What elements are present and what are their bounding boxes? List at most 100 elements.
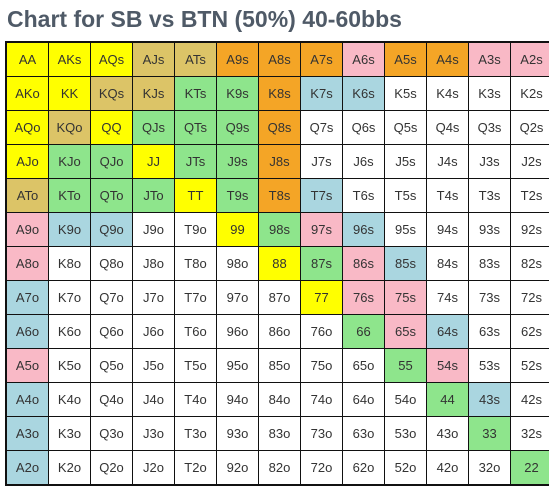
hand-cell-q7o[interactable]: Q7o	[91, 281, 132, 314]
hand-cell-t8o[interactable]: T8o	[175, 247, 216, 280]
hand-cell-74s[interactable]: 74s	[427, 281, 468, 314]
hand-cell-83s[interactable]: 83s	[469, 247, 510, 280]
hand-cell-65s[interactable]: 65s	[385, 315, 426, 348]
hand-cell-kto[interactable]: KTo	[49, 179, 90, 212]
hand-cell-a6o[interactable]: A6o	[7, 315, 48, 348]
hand-cell-q5o[interactable]: Q5o	[91, 349, 132, 382]
hand-cell-a3s[interactable]: A3s	[469, 43, 510, 76]
hand-cell-84s[interactable]: 84s	[427, 247, 468, 280]
hand-cell-75o[interactable]: 75o	[301, 349, 342, 382]
hand-cell-87o[interactable]: 87o	[259, 281, 300, 314]
hand-cell-a8o[interactable]: A8o	[7, 247, 48, 280]
hand-cell-t6o[interactable]: T6o	[175, 315, 216, 348]
hand-cell-53s[interactable]: 53s	[469, 349, 510, 382]
hand-cell-j2o[interactable]: J2o	[133, 451, 174, 484]
hand-cell-j8o[interactable]: J8o	[133, 247, 174, 280]
hand-cell-62o[interactable]: 62o	[343, 451, 384, 484]
hand-cell-k4o[interactable]: K4o	[49, 383, 90, 416]
hand-cell-j7s[interactable]: J7s	[301, 145, 342, 178]
hand-cell-t5o[interactable]: T5o	[175, 349, 216, 382]
hand-cell-77[interactable]: 77	[301, 281, 342, 314]
hand-cell-64s[interactable]: 64s	[427, 315, 468, 348]
hand-cell-k7s[interactable]: K7s	[301, 77, 342, 110]
hand-cell-k7o[interactable]: K7o	[49, 281, 90, 314]
hand-cell-qjo[interactable]: QJo	[91, 145, 132, 178]
hand-cell-ako[interactable]: AKo	[7, 77, 48, 110]
hand-cell-99[interactable]: 99	[217, 213, 258, 246]
hand-cell-q8o[interactable]: Q8o	[91, 247, 132, 280]
hand-cell-65o[interactable]: 65o	[343, 349, 384, 382]
hand-cell-43o[interactable]: 43o	[427, 417, 468, 450]
hand-cell-a4o[interactable]: A4o	[7, 383, 48, 416]
hand-cell-q3s[interactable]: Q3s	[469, 111, 510, 144]
hand-cell-82s[interactable]: 82s	[511, 247, 549, 280]
hand-cell-64o[interactable]: 64o	[343, 383, 384, 416]
hand-cell-ajs[interactable]: AJs	[133, 43, 174, 76]
hand-cell-88[interactable]: 88	[259, 247, 300, 280]
hand-cell-97s[interactable]: 97s	[301, 213, 342, 246]
hand-cell-q2s[interactable]: Q2s	[511, 111, 549, 144]
hand-cell-q6o[interactable]: Q6o	[91, 315, 132, 348]
hand-cell-43s[interactable]: 43s	[469, 383, 510, 416]
hand-cell-a5s[interactable]: A5s	[385, 43, 426, 76]
hand-cell-95o[interactable]: 95o	[217, 349, 258, 382]
hand-cell-k3s[interactable]: K3s	[469, 77, 510, 110]
hand-cell-52s[interactable]: 52s	[511, 349, 549, 382]
hand-cell-qjs[interactable]: QJs	[133, 111, 174, 144]
hand-cell-jts[interactable]: JTs	[175, 145, 216, 178]
hand-cell-tt[interactable]: TT	[175, 179, 216, 212]
hand-cell-j6o[interactable]: J6o	[133, 315, 174, 348]
hand-cell-ato[interactable]: ATo	[7, 179, 48, 212]
hand-cell-a8s[interactable]: A8s	[259, 43, 300, 76]
hand-cell-a3o[interactable]: A3o	[7, 417, 48, 450]
hand-cell-t4s[interactable]: T4s	[427, 179, 468, 212]
hand-cell-q9o[interactable]: Q9o	[91, 213, 132, 246]
hand-cell-kjo[interactable]: KJo	[49, 145, 90, 178]
hand-cell-j3s[interactable]: J3s	[469, 145, 510, 178]
hand-cell-98o[interactable]: 98o	[217, 247, 258, 280]
hand-cell-t3o[interactable]: T3o	[175, 417, 216, 450]
hand-cell-q4s[interactable]: Q4s	[427, 111, 468, 144]
hand-cell-76o[interactable]: 76o	[301, 315, 342, 348]
hand-cell-q9s[interactable]: Q9s	[217, 111, 258, 144]
hand-cell-75s[interactable]: 75s	[385, 281, 426, 314]
hand-cell-73o[interactable]: 73o	[301, 417, 342, 450]
hand-cell-42s[interactable]: 42s	[511, 383, 549, 416]
hand-cell-j4o[interactable]: J4o	[133, 383, 174, 416]
hand-cell-t4o[interactable]: T4o	[175, 383, 216, 416]
hand-cell-52o[interactable]: 52o	[385, 451, 426, 484]
hand-cell-q4o[interactable]: Q4o	[91, 383, 132, 416]
hand-cell-t7o[interactable]: T7o	[175, 281, 216, 314]
hand-cell-a5o[interactable]: A5o	[7, 349, 48, 382]
hand-cell-t2s[interactable]: T2s	[511, 179, 549, 212]
hand-cell-t6s[interactable]: T6s	[343, 179, 384, 212]
hand-cell-93s[interactable]: 93s	[469, 213, 510, 246]
hand-cell-t9s[interactable]: T9s	[217, 179, 258, 212]
hand-cell-k5s[interactable]: K5s	[385, 77, 426, 110]
hand-cell-84o[interactable]: 84o	[259, 383, 300, 416]
hand-cell-92s[interactable]: 92s	[511, 213, 549, 246]
hand-cell-98s[interactable]: 98s	[259, 213, 300, 246]
hand-cell-54o[interactable]: 54o	[385, 383, 426, 416]
hand-cell-94s[interactable]: 94s	[427, 213, 468, 246]
hand-cell-ats[interactable]: ATs	[175, 43, 216, 76]
hand-cell-73s[interactable]: 73s	[469, 281, 510, 314]
hand-cell-63s[interactable]: 63s	[469, 315, 510, 348]
hand-cell-j3o[interactable]: J3o	[133, 417, 174, 450]
hand-cell-83o[interactable]: 83o	[259, 417, 300, 450]
hand-cell-aa[interactable]: AA	[7, 43, 48, 76]
hand-cell-k2s[interactable]: K2s	[511, 77, 549, 110]
hand-cell-t8s[interactable]: T8s	[259, 179, 300, 212]
hand-cell-kjs[interactable]: KJs	[133, 77, 174, 110]
hand-cell-k8s[interactable]: K8s	[259, 77, 300, 110]
hand-cell-j5o[interactable]: J5o	[133, 349, 174, 382]
hand-cell-q3o[interactable]: Q3o	[91, 417, 132, 450]
hand-cell-96s[interactable]: 96s	[343, 213, 384, 246]
hand-cell-76s[interactable]: 76s	[343, 281, 384, 314]
hand-cell-j5s[interactable]: J5s	[385, 145, 426, 178]
hand-cell-qto[interactable]: QTo	[91, 179, 132, 212]
hand-cell-j2s[interactable]: J2s	[511, 145, 549, 178]
hand-cell-k9o[interactable]: K9o	[49, 213, 90, 246]
hand-cell-aqs[interactable]: AQs	[91, 43, 132, 76]
hand-cell-k5o[interactable]: K5o	[49, 349, 90, 382]
